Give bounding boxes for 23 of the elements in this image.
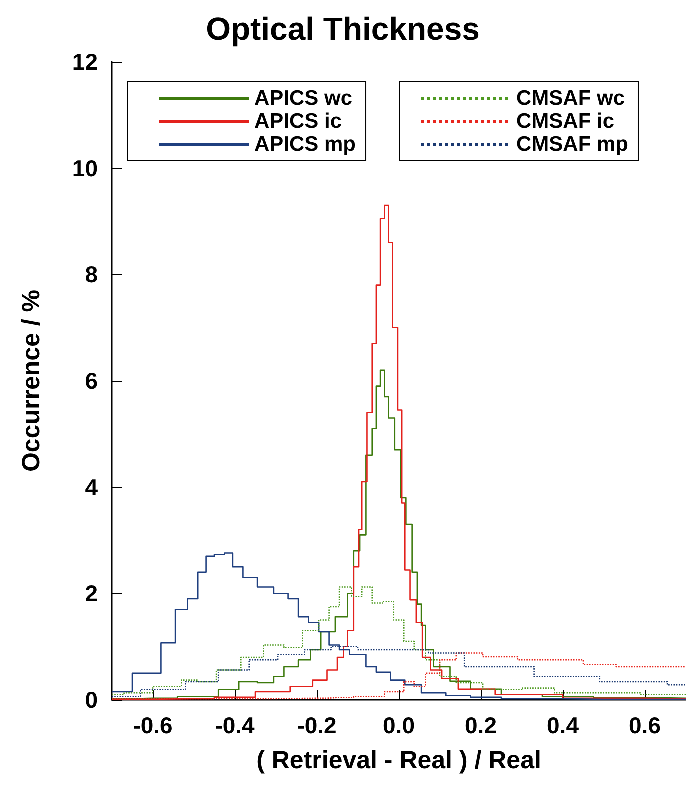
legend-label: APICS ic bbox=[254, 110, 342, 133]
y-tick-label: 4 bbox=[85, 474, 98, 500]
y-axis-title: Occurrence / % bbox=[18, 290, 46, 472]
x-tick-label: -0.6 bbox=[133, 712, 173, 738]
legend-label: APICS mp bbox=[254, 133, 356, 156]
y-tick-label: 8 bbox=[85, 262, 98, 288]
x-axis-title: ( Retrieval - Real ) / Real bbox=[256, 746, 542, 774]
y-tick-label: 0 bbox=[85, 687, 98, 713]
y-tick-label: 10 bbox=[72, 155, 98, 182]
legend-label: APICS wc bbox=[254, 87, 353, 110]
legend-label: CMSAF wc bbox=[516, 87, 626, 110]
x-tick-label: 0.2 bbox=[465, 712, 497, 738]
legend-label: CMSAF mp bbox=[516, 133, 628, 156]
x-tick-label: -0.2 bbox=[297, 712, 337, 738]
legend-label: CMSAF ic bbox=[516, 110, 615, 133]
x-tick-label: 0.4 bbox=[547, 712, 580, 738]
x-tick-label: -0.4 bbox=[215, 712, 256, 738]
x-tick-label: 0.6 bbox=[629, 712, 661, 738]
x-tick-label: 0.0 bbox=[383, 712, 415, 738]
y-tick-label: 6 bbox=[85, 368, 98, 394]
y-tick-label: 2 bbox=[85, 580, 98, 607]
chart-title: Optical Thickness bbox=[206, 11, 480, 47]
y-tick-label: 12 bbox=[72, 49, 98, 75]
